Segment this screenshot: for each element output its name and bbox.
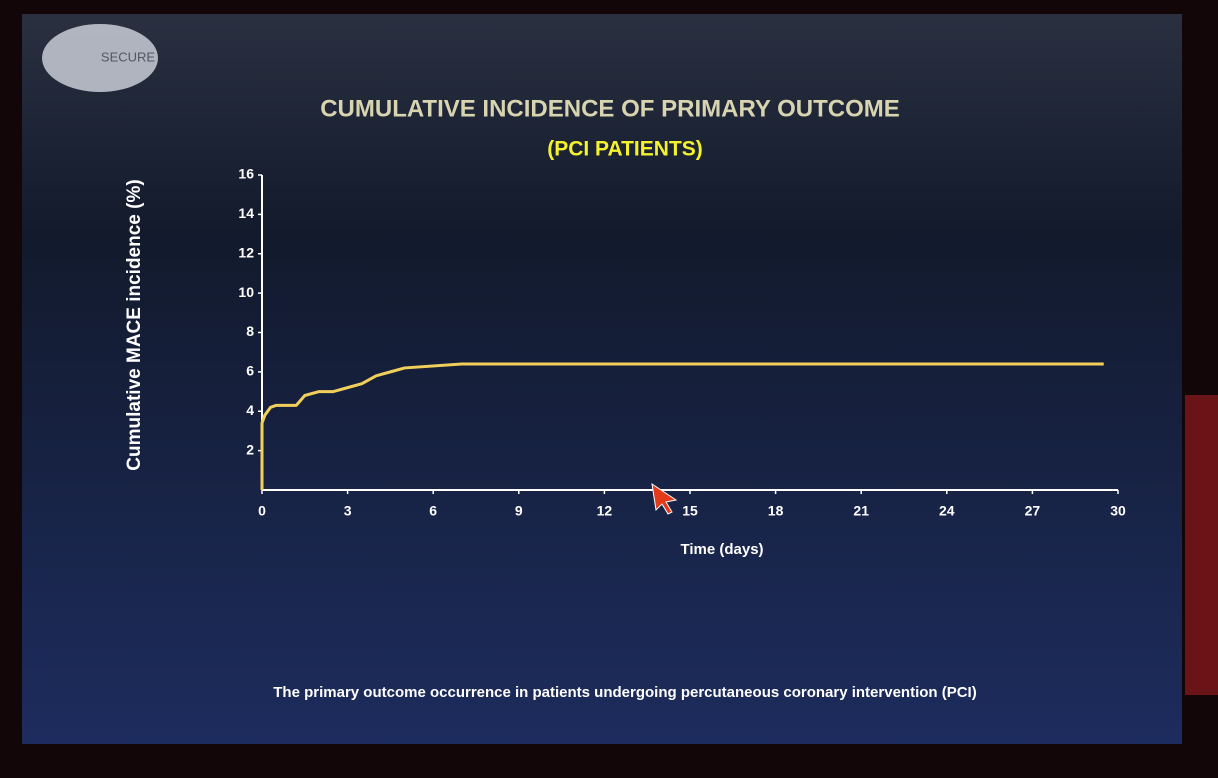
y-tick-label: 10 bbox=[238, 284, 254, 300]
x-tick-label: 18 bbox=[768, 503, 784, 519]
x-tick-label: 15 bbox=[682, 503, 698, 519]
x-tick-label: 9 bbox=[515, 503, 523, 519]
logo-badge bbox=[42, 24, 158, 92]
y-axis-label: Cumulative MACE incidence (%) bbox=[124, 179, 145, 470]
x-tick-label: 12 bbox=[597, 503, 613, 519]
cursor bbox=[651, 482, 678, 515]
x-tick-label: 6 bbox=[429, 503, 437, 519]
x-tick-label: 21 bbox=[853, 503, 869, 519]
x-tick-label: 30 bbox=[1110, 503, 1126, 519]
y-tick-label: 2 bbox=[246, 441, 254, 457]
curtain bbox=[1185, 395, 1218, 695]
chart-title: CUMULATIVE INCIDENCE OF PRIMARY OUTCOME bbox=[320, 95, 900, 122]
y-tick-label: 14 bbox=[238, 205, 254, 221]
y-tick-label: 12 bbox=[238, 244, 254, 260]
y-tick-label: 6 bbox=[246, 363, 254, 379]
x-tick-label: 27 bbox=[1025, 503, 1041, 519]
logo-text: SECURE bbox=[101, 49, 156, 64]
x-tick-label: 24 bbox=[939, 503, 955, 519]
caption: The primary outcome occurrence in patien… bbox=[273, 684, 976, 701]
chart-subtitle: (PCI PATIENTS) bbox=[547, 138, 703, 161]
y-tick-label: 16 bbox=[238, 166, 254, 182]
slide bbox=[22, 14, 1182, 744]
y-tick-label: 4 bbox=[246, 402, 254, 418]
data-line bbox=[260, 362, 1104, 490]
x-tick-label: 0 bbox=[258, 503, 266, 519]
y-tick-label: 8 bbox=[246, 323, 254, 339]
x-axis-label: Time (days) bbox=[680, 541, 763, 558]
x-tick-label: 3 bbox=[344, 503, 352, 519]
